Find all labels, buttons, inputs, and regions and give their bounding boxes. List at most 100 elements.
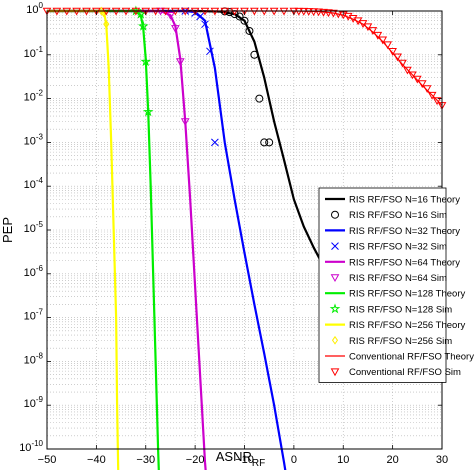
legend-entry-label: RIS RF/FSO N=128 Theory: [349, 289, 465, 300]
series-0: [47, 9, 359, 314]
legend-marker-swatch: [330, 274, 340, 283]
data-point: [135, 8, 147, 19]
data-point: [171, 25, 180, 33]
y-tick-label: 10-9: [24, 395, 44, 410]
series-9: [98, 6, 110, 29]
x-axis-label: ASNRRF: [216, 449, 265, 469]
series-line: [47, 9, 160, 470]
data-point: [240, 16, 249, 25]
data-point: [408, 71, 417, 80]
data-point: [294, 7, 304, 16]
data-point: [245, 26, 254, 35]
y-tick-label: 10-5: [24, 220, 44, 235]
data-point: [235, 12, 244, 21]
legend-entry-label: RIS RF/FSO N=64 Sim: [349, 273, 447, 284]
x-tick-label: −30: [136, 454, 155, 466]
y-tick-label: 10-4: [24, 176, 44, 191]
x-tick-label: 10: [337, 454, 349, 466]
data-point: [140, 56, 152, 67]
legend-entry-label: RIS RF/FSO N=256 Theory: [349, 320, 465, 331]
data-point: [388, 48, 397, 56]
series-line: [47, 9, 120, 470]
y-tick-label: 10-10: [19, 439, 43, 454]
y-tick-label: 10-7: [24, 308, 44, 323]
series-6: [47, 9, 160, 470]
data-point: [432, 97, 442, 106]
data-point: [201, 20, 209, 29]
y-tick-label: 10-2: [24, 89, 44, 104]
y-tick-label: 10-6: [24, 264, 44, 279]
data-point: [211, 138, 219, 147]
data-point: [138, 20, 149, 31]
data-point: [378, 36, 388, 45]
legend-entry-label: RIS RF/FSO N=16 Theory: [349, 195, 460, 206]
series-4: [47, 9, 207, 470]
data-point: [100, 8, 107, 18]
legend-marker-swatch: [331, 210, 339, 219]
data-point: [368, 27, 378, 35]
data-point: [398, 59, 407, 68]
x-axis-label-subscript: RF: [252, 458, 265, 469]
x-tick-label: 20: [387, 454, 399, 466]
legend-entry-label: RIS RF/FSO N=256 Sim: [349, 336, 452, 347]
y-tick-label: 10-8: [24, 351, 44, 366]
x-tick-label: 0: [291, 454, 297, 466]
legend-marker-swatch: [331, 335, 339, 345]
data-point: [260, 138, 269, 147]
data-point: [403, 66, 412, 75]
legend-marker-swatch: [330, 368, 340, 377]
legend-entry-label: RIS RF/FSO N=64 Theory: [349, 257, 460, 268]
legend-marker-swatch: [329, 303, 341, 314]
y-tick-label: 10-3: [24, 132, 44, 147]
legend-entry-label: RIS RF/FSO N=128 Sim: [349, 304, 452, 315]
data-point: [175, 58, 185, 67]
x-axis-label-main: ASNR: [216, 449, 252, 464]
data-point: [206, 47, 214, 56]
x-tick-label: −10: [235, 454, 254, 466]
data-point: [412, 75, 422, 84]
legend-box: [318, 187, 447, 383]
series-2: [47, 9, 287, 470]
data-point: [314, 8, 323, 17]
legend: RIS RF/FSO N=16 Theory RIS RF/FSO N=16 Si…: [318, 187, 474, 383]
data-point: [166, 11, 175, 20]
x-tick-label: −20: [186, 454, 205, 466]
data-point: [265, 138, 274, 147]
y-axis-label: PEP: [0, 217, 15, 243]
data-point: [422, 85, 432, 94]
data-point: [417, 80, 427, 89]
legend-entry-label: RIS RF/FSO N=32 Sim: [349, 242, 447, 253]
data-point: [250, 50, 259, 59]
data-point: [324, 9, 333, 18]
series-line: [47, 9, 359, 314]
data-point: [373, 31, 383, 40]
data-point: [180, 118, 190, 127]
data-point: [427, 91, 437, 100]
data-point: [393, 53, 402, 62]
series-line: [47, 9, 287, 470]
series-8: [47, 9, 120, 470]
data-point: [142, 106, 154, 117]
series-line: [47, 9, 207, 470]
data-point: [329, 9, 338, 18]
axis-ticks: −50 −40 −30 −20 −10 0 10 20 30 100 10-1 10-2 10-3 10-…: [19, 1, 448, 466]
y-tick-label: 10-1: [24, 45, 44, 60]
data-point: [255, 94, 264, 103]
y-tick-label: 100: [26, 1, 43, 16]
data-point: [299, 7, 309, 16]
legend-entry-label: Conventional RF/FSO Sim: [349, 367, 461, 378]
x-tick-label: 30: [436, 454, 448, 466]
data-point: [383, 41, 393, 50]
x-tick-label: −50: [38, 454, 57, 466]
legend-entry-label: Conventional RF/FSO Theory: [349, 352, 474, 363]
data-point: [304, 8, 314, 16]
data-point: [363, 23, 373, 32]
legend-marker-swatch: [331, 242, 339, 250]
data-point: [196, 12, 204, 21]
data-point: [103, 19, 110, 29]
data-point: [309, 8, 318, 17]
legend-entry-label: RIS RF/FSO N=32 Theory: [349, 226, 460, 237]
data-point: [319, 8, 328, 17]
legend-entry-label: RIS RF/FSO N=16 Sim: [349, 210, 447, 221]
